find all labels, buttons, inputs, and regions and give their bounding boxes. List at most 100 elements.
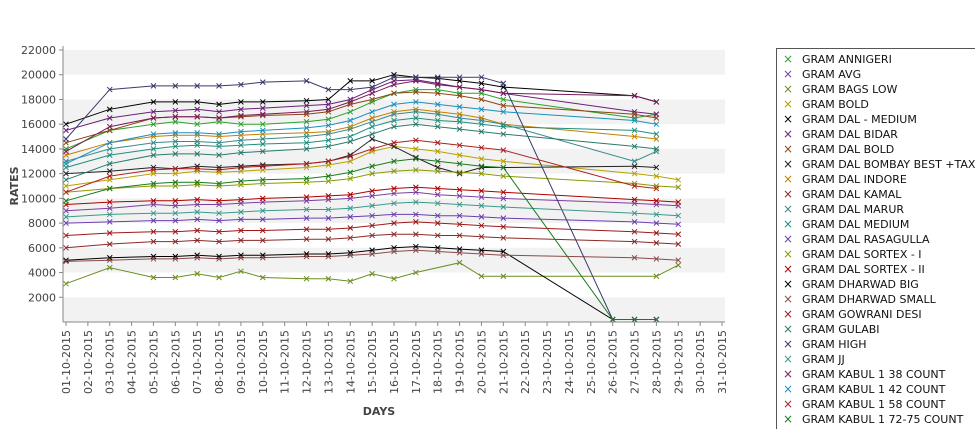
x-tick-label: 02-10-2015 [82, 330, 95, 394]
x-tick-label: 25-10-2015 [585, 330, 598, 394]
series-line [65, 74, 657, 125]
legend-item: × GRAM DAL SORTEX - II [777, 262, 975, 277]
data-point [216, 253, 222, 260]
data-point [150, 217, 157, 224]
data-point [172, 170, 179, 177]
legend-label: GRAM KABUL 1 38 COUNT [802, 368, 946, 381]
data-point [238, 112, 244, 119]
data-point [216, 169, 222, 176]
legend-label: GRAM DAL - MEDIUM [802, 113, 917, 126]
legend-label: GRAM ANNIGERI [802, 53, 892, 66]
data-point [391, 117, 397, 124]
grid-band [63, 297, 725, 322]
data-point [106, 152, 113, 158]
data-point [413, 108, 419, 115]
data-point [434, 220, 441, 226]
data-point [631, 143, 638, 150]
markers-layer [63, 71, 682, 323]
legend-label: GRAM BOLD [802, 98, 869, 111]
data-point [172, 107, 179, 114]
data-point [478, 170, 485, 177]
data-point [63, 244, 69, 251]
data-point [434, 123, 441, 130]
data-point [172, 138, 179, 145]
legend-item: × GRAM HIGH [777, 337, 975, 352]
x-tick-label: 28-10-2015 [650, 330, 663, 394]
y-tick-label: 22000 [21, 44, 56, 57]
data-point [238, 149, 244, 156]
legend-marker-icon: × [782, 217, 794, 231]
data-point [434, 232, 441, 239]
data-point [413, 106, 419, 113]
data-point [106, 160, 113, 167]
data-point [675, 212, 682, 219]
data-point [325, 178, 332, 184]
data-point [413, 146, 419, 152]
series-line [65, 221, 679, 236]
data-point [172, 228, 179, 235]
data-point [347, 278, 354, 285]
data-point [238, 128, 244, 135]
legend-item: × GRAM KABUL 1 72-75 COUNT [777, 412, 975, 427]
data-point [238, 227, 244, 234]
axes [59, 46, 725, 326]
data-point [216, 133, 222, 140]
data-point [675, 221, 682, 228]
data-point [456, 84, 463, 90]
series-line [65, 80, 657, 152]
data-point [259, 99, 266, 105]
legend-label: GRAM HIGH [802, 338, 867, 351]
data-point [653, 230, 660, 236]
data-point [150, 180, 157, 187]
data-point [106, 264, 113, 271]
x-tick-label: 23-10-2015 [541, 330, 554, 394]
data-point [434, 101, 441, 108]
data-point [478, 106, 485, 113]
data-point [325, 158, 332, 165]
data-point [238, 209, 244, 215]
data-point [631, 316, 638, 323]
data-point [391, 71, 397, 78]
legend-item: × GRAM DAL KAMAL [777, 187, 975, 202]
legend-label: GRAM GOWRANI DESI [802, 308, 922, 321]
legend-item: × GRAM KABUL 1 58 COUNT [777, 397, 975, 412]
data-point [259, 274, 266, 281]
data-point [347, 86, 354, 93]
data-point [106, 173, 113, 179]
data-point [434, 108, 441, 115]
data-point [391, 185, 397, 192]
data-point [456, 249, 463, 256]
legend-item: × GRAM DHARWAD BIG [777, 277, 975, 292]
data-point [325, 251, 332, 257]
data-point [631, 183, 638, 189]
data-point [63, 121, 69, 128]
data-point [500, 102, 507, 109]
legend-label: GRAM DAL BIDAR [802, 128, 898, 141]
data-point [456, 259, 463, 266]
data-point [653, 146, 660, 152]
data-point [150, 131, 157, 137]
legend-marker-icon: × [782, 82, 794, 96]
data-point [631, 196, 638, 203]
data-point [478, 163, 485, 170]
data-point [369, 188, 375, 194]
data-point [216, 217, 222, 224]
data-point [150, 146, 157, 152]
data-point [413, 78, 419, 84]
data-point [303, 146, 310, 152]
legend-marker-icon: × [782, 337, 794, 351]
data-point [391, 248, 397, 255]
data-point [259, 227, 266, 234]
data-point [369, 78, 375, 84]
data-point [369, 170, 375, 177]
data-point [478, 251, 485, 257]
data-point [216, 197, 222, 204]
data-point [434, 74, 441, 81]
data-point [216, 228, 222, 235]
data-point [172, 210, 179, 217]
data-point [456, 201, 463, 208]
data-point [500, 123, 507, 130]
data-point [653, 316, 660, 323]
series-line [65, 111, 657, 162]
data-point [434, 185, 441, 192]
